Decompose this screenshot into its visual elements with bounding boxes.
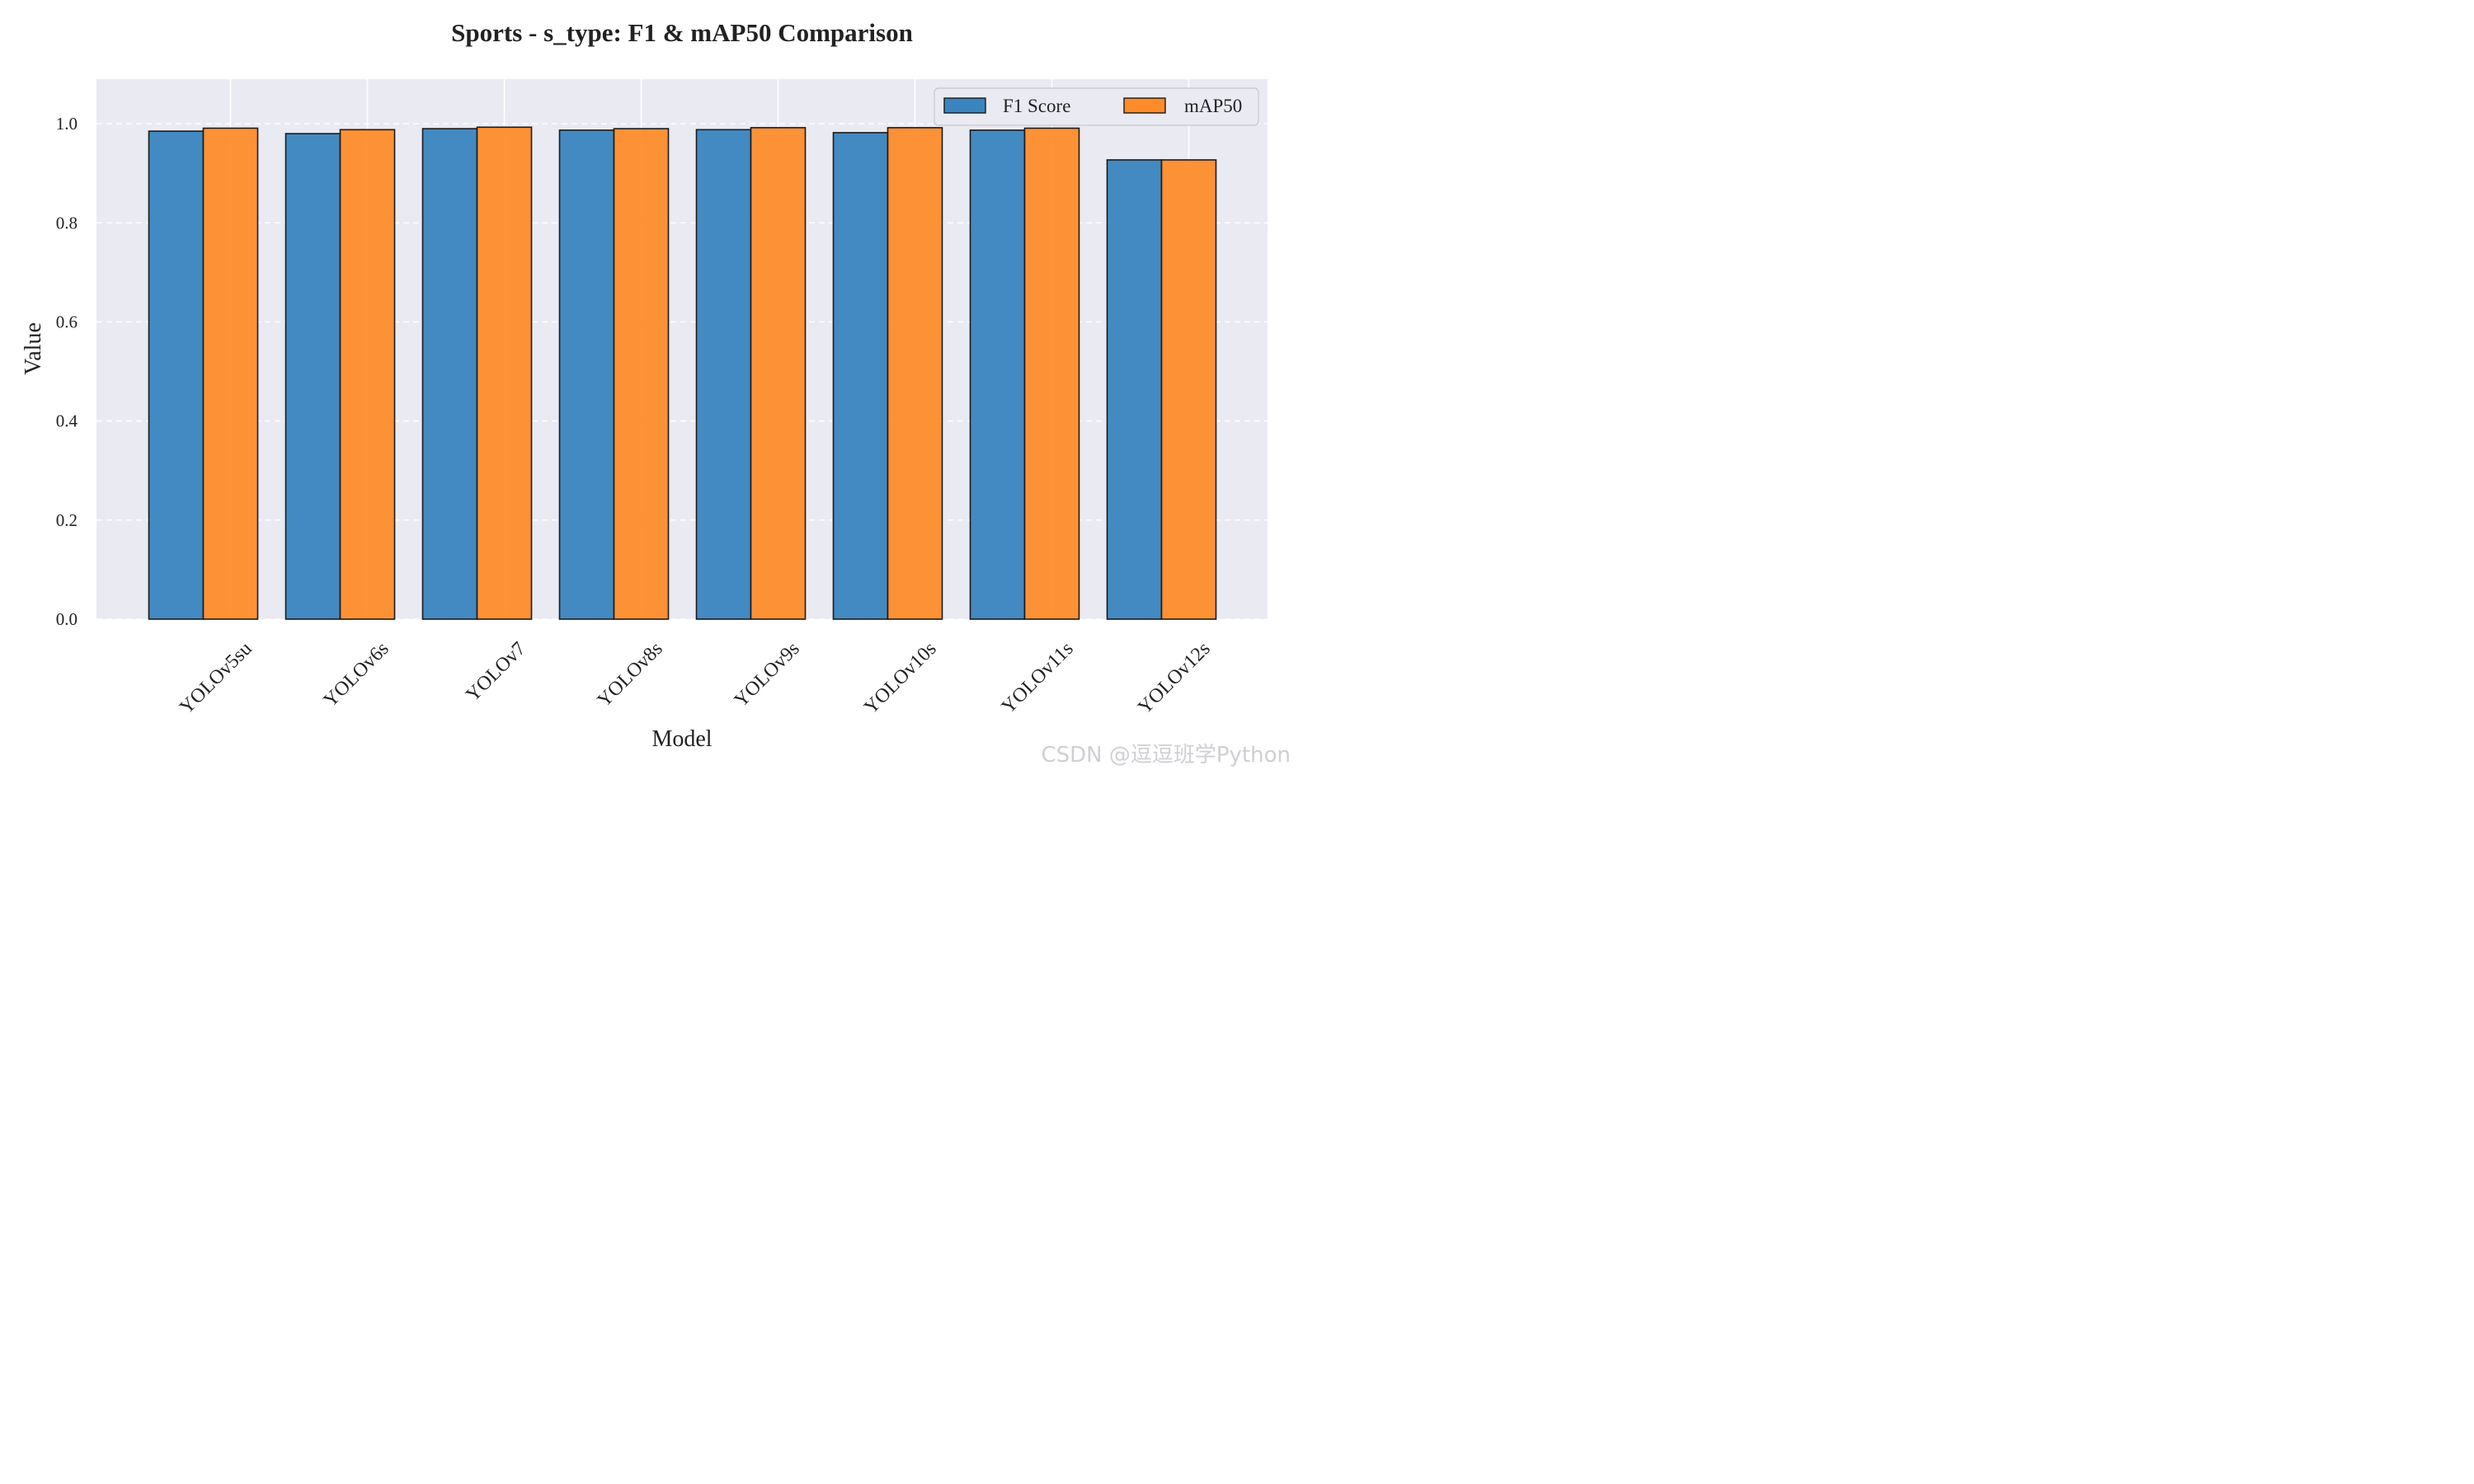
bar-f1-score-yolov6s [285,133,341,620]
x-tick-label: YOLOv10s [860,638,941,719]
y-axis-label: Value [21,322,46,375]
y-tick-label: 0.8 [56,213,78,232]
watermark: CSDN @逗逗班学Python [1041,743,1291,768]
y-tick-label: 0.0 [56,609,78,629]
bar-map50-yolov6s [339,129,396,620]
legend-label: F1 Score [1003,96,1070,116]
x-tick-label: YOLOv9s [731,638,804,711]
bar-f1-score-yolov11s [969,129,1026,620]
bar-f1-score-yolov8s [558,129,615,620]
y-tick-label: 0.4 [56,411,78,431]
x-tick-label: YOLOv5su [176,638,256,719]
x-tick-label: YOLOv8s [594,638,667,711]
x-ticks: YOLOv5su YOLOv6s YOLOv7 YOLOv8s YOLOv9s YOLOv… [176,638,1215,719]
bar-map50-yolov9s [750,127,807,620]
y-tick-label: 1.0 [56,114,78,134]
x-tick-label: YOLOv6s [320,638,393,711]
bar-map50-yolov12s [1160,159,1217,620]
y-ticks: 0.0 0.2 0.4 0.6 0.8 1.0 [56,114,78,629]
legend-label: mAP50 [1184,96,1242,116]
chart: Sports - s_type: F1 & mAP50 Comparison 0… [21,18,1291,768]
bar-f1-score-yolov10s [832,132,889,620]
bar-f1-score-yolov12s [1106,159,1163,620]
x-tick-label: YOLOv12s [1134,638,1215,719]
bar-f1-score-yolov5su [148,130,205,620]
y-tick-label: 0.2 [56,510,78,530]
bar-f1-score-yolov9s [695,129,752,620]
x-axis-label: Model [651,726,712,752]
bar-map50-yolov10s [887,127,943,620]
x-tick-label: YOLOv7 [462,638,529,706]
bar-map50-yolov8s [613,128,670,620]
legend-swatch [943,97,986,114]
legend-swatch [1123,97,1166,114]
bar-map50-yolov7 [476,126,533,620]
chart-title: Sports - s_type: F1 & mAP50 Comparison [451,18,913,47]
legend-box [934,87,1259,126]
bar-map50-yolov5su [202,127,259,620]
bar-f1-score-yolov7 [421,128,478,620]
bars [148,126,1217,620]
legend: F1 Score mAP50 [934,87,1259,126]
plot-area [96,79,1268,619]
y-tick-label: 0.6 [56,312,78,331]
x-tick-label: YOLOv11s [998,638,1078,718]
bar-map50-yolov11s [1023,127,1080,620]
